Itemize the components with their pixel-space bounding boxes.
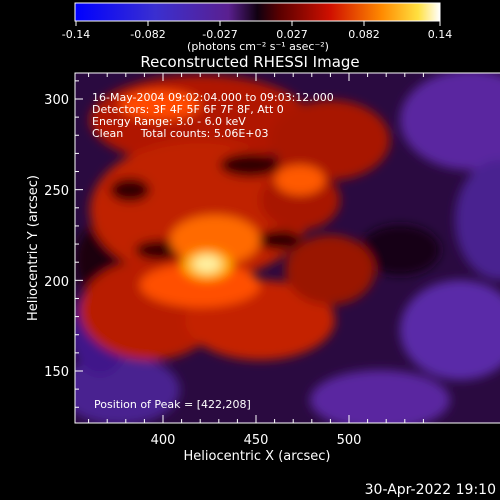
y-tick-label: 250 — [44, 184, 69, 199]
info-detectors: Detectors: 3F 4F 5F 6F 7F 8F, Att 0 — [92, 103, 284, 116]
timestamp: 30-Apr-2022 19:10 — [365, 482, 496, 498]
colorbar-gradient — [74, 2, 441, 22]
colorbar-units: (photons cm⁻² s⁻¹ asec⁻²) — [187, 40, 329, 53]
peak-position: Position of Peak = [422,208] — [94, 398, 251, 411]
y-tick-label: 200 — [44, 275, 69, 290]
colorbar-tick-label: 0.082 — [348, 28, 380, 41]
colorbar-tick-label: -0.082 — [130, 28, 165, 41]
plot-title: Reconstructed RHESSI Image — [140, 53, 359, 71]
x-axis-label: Heliocentric X (arcsec) — [184, 449, 331, 464]
plot-frame — [74, 72, 500, 424]
x-tick-label: 400 — [151, 433, 176, 448]
colorbar-tick-label: 0.14 — [428, 28, 453, 41]
info-energy-range: Energy Range: 3.0 - 6.0 keV — [92, 115, 246, 128]
axis-ticks — [75, 73, 424, 423]
solar-image — [75, 73, 500, 423]
colorbar-tick-label: 0.027 — [276, 28, 308, 41]
info-clean-counts: Clean Total counts: 5.06E+03 — [92, 127, 269, 140]
y-tick-label: 150 — [44, 365, 69, 380]
info-time-range: 16-May-2004 09:02:04.000 to 09:03:12.000 — [92, 91, 334, 104]
y-axis-label: Heliocentric Y (arcsec) — [26, 175, 41, 321]
x-tick-label: 500 — [337, 433, 362, 448]
colorbar-tick-label: -0.14 — [62, 28, 90, 41]
colorbar-tick-label: -0.027 — [202, 28, 237, 41]
colorbar: -0.14 -0.082 -0.027 0.027 0.082 0.14 (ph… — [62, 2, 453, 53]
x-tick-label: 450 — [244, 433, 269, 448]
y-tick-label: 300 — [44, 93, 69, 108]
